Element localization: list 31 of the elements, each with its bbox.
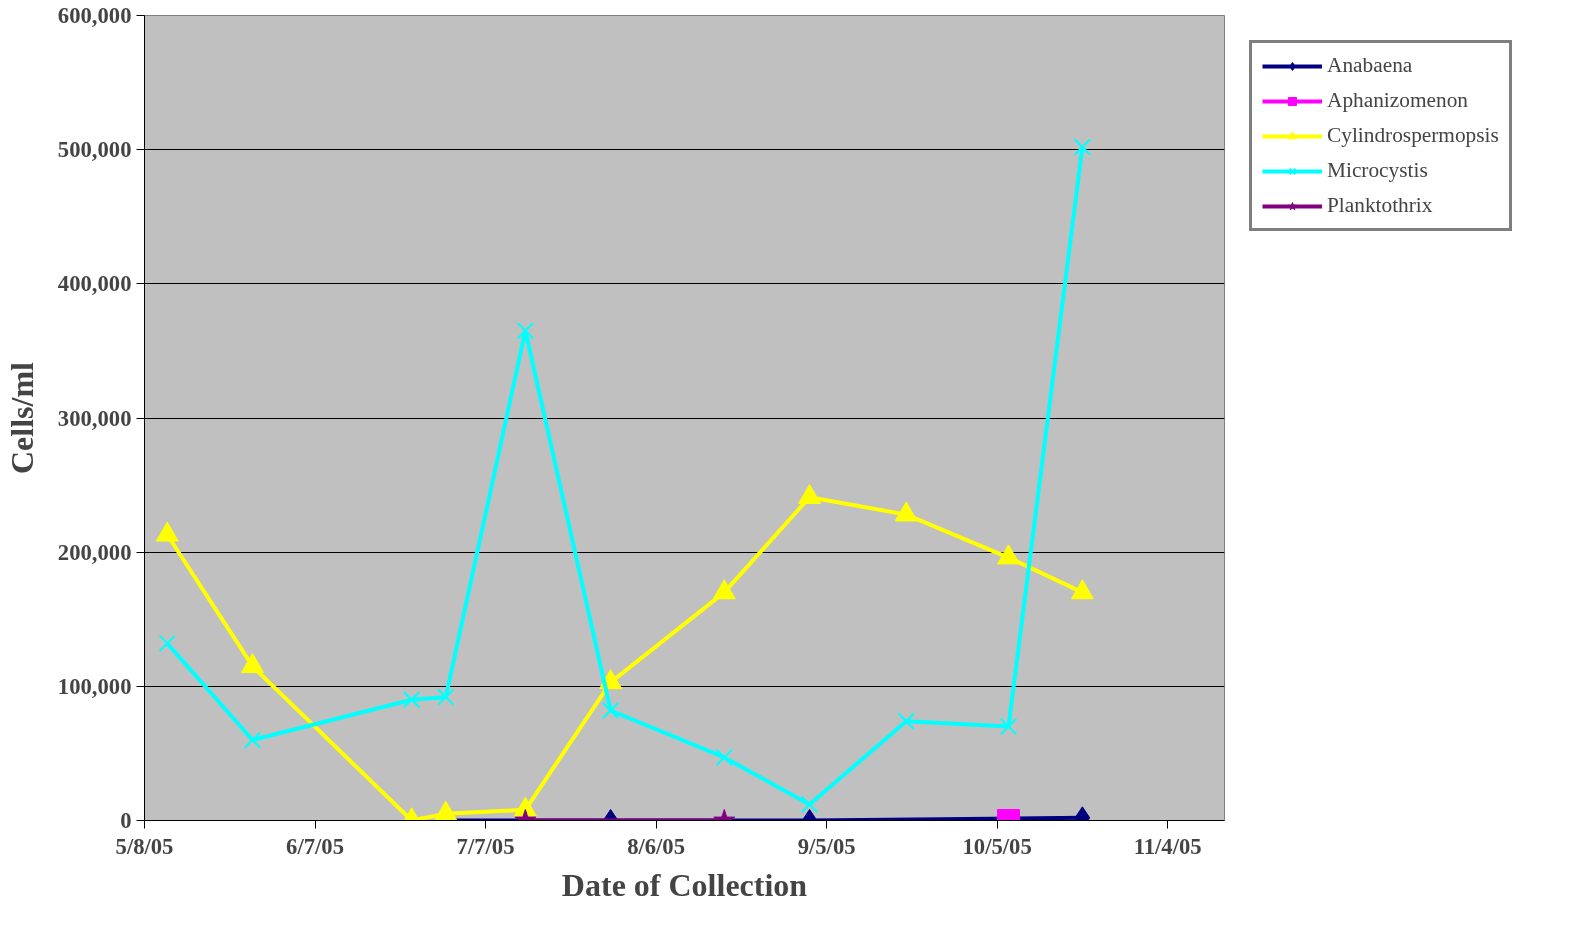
x-tick-label: 8/6/05 xyxy=(627,833,686,859)
y-tick-label: 300,000 xyxy=(57,405,132,431)
y-tick-label: 100,000 xyxy=(57,673,132,699)
y-axis-title: Cells/ml xyxy=(3,361,40,474)
point xyxy=(516,322,535,340)
y-tick-label: 200,000 xyxy=(57,539,132,565)
point xyxy=(1070,579,1094,600)
legend-label: Aphanizomenon xyxy=(1327,88,1468,113)
y-tick-label: 600,000 xyxy=(57,3,132,28)
point xyxy=(997,544,1020,565)
point xyxy=(798,483,822,505)
point xyxy=(155,521,179,542)
y-tick-label: 0 xyxy=(120,808,132,833)
x-tick-label: 7/7/05 xyxy=(456,833,515,859)
point xyxy=(894,501,918,522)
point xyxy=(1073,138,1092,156)
x-tick-label: 10/5/05 xyxy=(962,833,1032,859)
point xyxy=(712,579,736,600)
point xyxy=(434,800,458,821)
legend-label: Anabaena xyxy=(1327,53,1413,78)
y-tick-label: 400,000 xyxy=(57,271,132,297)
x-tick-label: 6/7/05 xyxy=(286,833,344,859)
x-axis-title: Date of Collection xyxy=(561,866,808,903)
y-tick-label: 500,000 xyxy=(57,137,132,163)
x-tick-label: 5/8/05 xyxy=(115,833,174,859)
x-tick-label: 9/5/05 xyxy=(797,833,856,859)
legend-label: Planktothrix xyxy=(1327,193,1433,218)
legend-label: Microcystis xyxy=(1327,158,1428,183)
point xyxy=(241,653,264,674)
x-tick-label: 11/4/05 xyxy=(1133,833,1202,859)
legend-label: Cylindrospermopsis xyxy=(1327,123,1499,148)
